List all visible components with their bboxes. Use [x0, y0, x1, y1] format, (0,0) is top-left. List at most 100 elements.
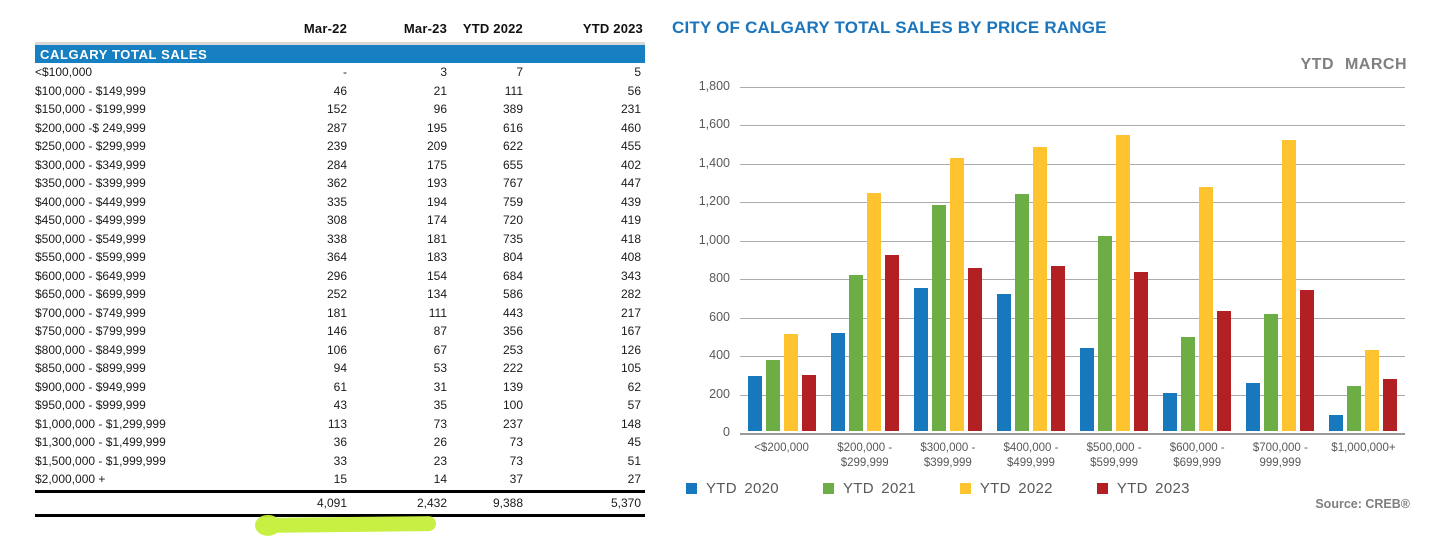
bar [1246, 382, 1261, 431]
row-label: $850,000 - $899,999 [35, 361, 146, 376]
x-axis-label: $300,000 - $399,999 [920, 442, 976, 469]
row-value: 356 [502, 324, 523, 339]
chart-subtitle: YTD MARCH [1300, 56, 1407, 73]
table-column-headers: Mar-22 Mar-23 YTD 2022 YTD 2023 [35, 12, 645, 38]
row-value: 443 [502, 305, 523, 320]
row-value: 167 [620, 324, 641, 339]
row-value: 152 [326, 102, 347, 117]
row-label: $750,000 - $799,999 [35, 324, 146, 339]
x-axis-label: $200,000 - $299,999 [837, 442, 893, 469]
legend-swatch [959, 483, 971, 494]
table-row: $150,000 - $199,999 152 96 389 231 [35, 100, 645, 119]
row-value: 94 [333, 361, 347, 376]
column-header-1: Mar-23 [403, 21, 447, 36]
bar-group [989, 87, 1072, 431]
row-label: $800,000 - $849,999 [35, 342, 146, 357]
gridline [740, 279, 1405, 281]
row-value: 586 [502, 287, 523, 302]
row-value: 209 [426, 139, 447, 154]
row-value: 174 [426, 213, 447, 228]
legend-label: YTD 2020 [706, 480, 779, 497]
row-value: 73 [433, 416, 447, 431]
row-value: 194 [426, 194, 447, 209]
row-value: 111 [504, 83, 523, 98]
total-value: 9,388 [492, 496, 523, 510]
table-row: <$100,000 - 3 7 5 [35, 63, 645, 82]
y-axis-tick: 1,600 [698, 117, 730, 132]
x-axis-labels: <$200,000 $200,000 - $299,999 $300,000 - $39… [740, 441, 1405, 471]
table-row: $600,000 - $649,999 296 154 684 343 [35, 267, 645, 286]
row-value: 37 [509, 472, 523, 487]
bar [765, 359, 780, 431]
table-row: $100,000 - $149,999 46 21 111 56 [35, 82, 645, 101]
table-row: $400,000 - $449,999 335 194 759 439 [35, 193, 645, 212]
row-value: 46 [333, 83, 347, 98]
table-row: $850,000 - $899,999 94 53 222 105 [35, 359, 645, 378]
row-value: 195 [426, 120, 447, 135]
row-value: 36 [333, 435, 347, 450]
row-value: 237 [502, 416, 523, 431]
bar [1383, 378, 1398, 431]
row-value: 720 [502, 213, 523, 228]
bar [848, 274, 863, 431]
row-value: 183 [426, 250, 447, 265]
row-value: 53 [433, 361, 447, 376]
table-row: $1,000,000 - $1,299,999 113 73 237 148 [35, 415, 645, 434]
y-axis-tick: 1,800 [698, 79, 730, 93]
bar [884, 255, 899, 431]
row-value: 684 [502, 268, 523, 283]
row-value: 284 [326, 157, 347, 172]
row-label: $100,000 - $149,999 [35, 83, 146, 98]
table-row: $300,000 - $349,999 284 175 655 402 [35, 156, 645, 175]
row-value: 23 [433, 453, 447, 468]
row-value: - [343, 65, 347, 80]
row-value: 61 [333, 379, 347, 394]
bar-group [1322, 87, 1405, 431]
row-value: 767 [502, 176, 523, 191]
row-value: 735 [502, 231, 523, 246]
x-axis-label: $500,000 - $599,999 [1086, 442, 1142, 469]
bar [1163, 392, 1178, 431]
row-label: $350,000 - $399,999 [35, 176, 146, 191]
bar [1282, 140, 1297, 431]
row-value: 113 [327, 416, 347, 431]
row-value: 338 [326, 231, 347, 246]
chart-plot-area [740, 87, 1405, 435]
row-value: 43 [333, 398, 347, 413]
row-value: 253 [502, 342, 523, 357]
y-axis-tick: 1,200 [698, 194, 730, 209]
gridline [740, 87, 1405, 88]
row-value: 296 [326, 268, 347, 283]
table-row: $2,000,000 + 15 14 37 27 [35, 470, 645, 489]
bar-groups [740, 87, 1405, 431]
y-axis-tick: 400 [709, 348, 730, 363]
bar [1199, 186, 1214, 431]
row-value: 616 [502, 120, 523, 135]
y-axis-tick: 1,000 [698, 232, 730, 247]
row-value: 364 [326, 250, 347, 265]
gridline [740, 356, 1405, 358]
row-label: $550,000 - $599,999 [35, 250, 146, 265]
gridline [740, 394, 1405, 396]
row-value: 622 [502, 139, 523, 154]
table-row: $800,000 - $849,999 106 67 253 126 [35, 341, 645, 360]
bar [1050, 266, 1065, 431]
bar [949, 157, 964, 431]
total-value: 4,091 [316, 496, 347, 510]
table-row: $700,000 - $749,999 181 111 443 217 [35, 304, 645, 323]
bar [1217, 310, 1232, 431]
y-axis-tick: 600 [709, 309, 730, 324]
row-label: $500,000 - $549,999 [35, 231, 146, 246]
table-row: $950,000 - $999,999 43 35 100 57 [35, 396, 645, 415]
row-value: 287 [326, 120, 347, 135]
row-label: $700,000 - $749,999 [35, 305, 146, 320]
bar [830, 333, 845, 431]
table-row: $900,000 - $949,999 61 31 139 62 [35, 378, 645, 397]
legend-label: YTD 2021 [842, 480, 916, 497]
bar-group [740, 87, 823, 431]
row-value: 31 [433, 379, 447, 394]
row-label: $200,000 -$ 249,999 [35, 120, 146, 135]
row-label: <$100,000 [35, 65, 93, 80]
table-section-title: CALGARY TOTAL SALES [35, 42, 645, 63]
row-value: 106 [326, 342, 347, 357]
